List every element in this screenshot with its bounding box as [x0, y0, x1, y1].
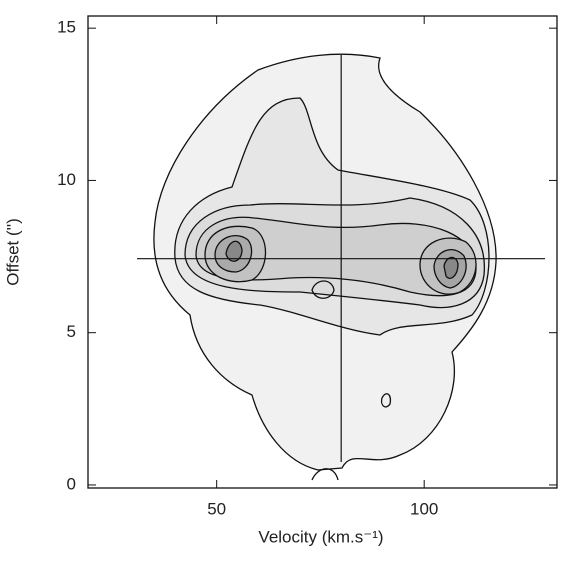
- contour: [311, 280, 335, 299]
- y-axis-label: Offset (''): [3, 218, 22, 286]
- x-axis-label: Velocity (km.s⁻¹): [258, 527, 383, 546]
- x-tick-label: 100: [410, 499, 438, 518]
- contour: [380, 393, 392, 408]
- y-tick-label: 5: [67, 322, 76, 341]
- plot-frame: [87, 15, 558, 489]
- contour: [311, 468, 339, 481]
- contour: [225, 240, 243, 262]
- y-tick-label: 0: [67, 474, 76, 493]
- y-tick-label: 10: [57, 170, 76, 189]
- x-tick-label: 50: [207, 499, 226, 518]
- contours: [153, 53, 497, 481]
- y-tick-label: 15: [57, 18, 76, 37]
